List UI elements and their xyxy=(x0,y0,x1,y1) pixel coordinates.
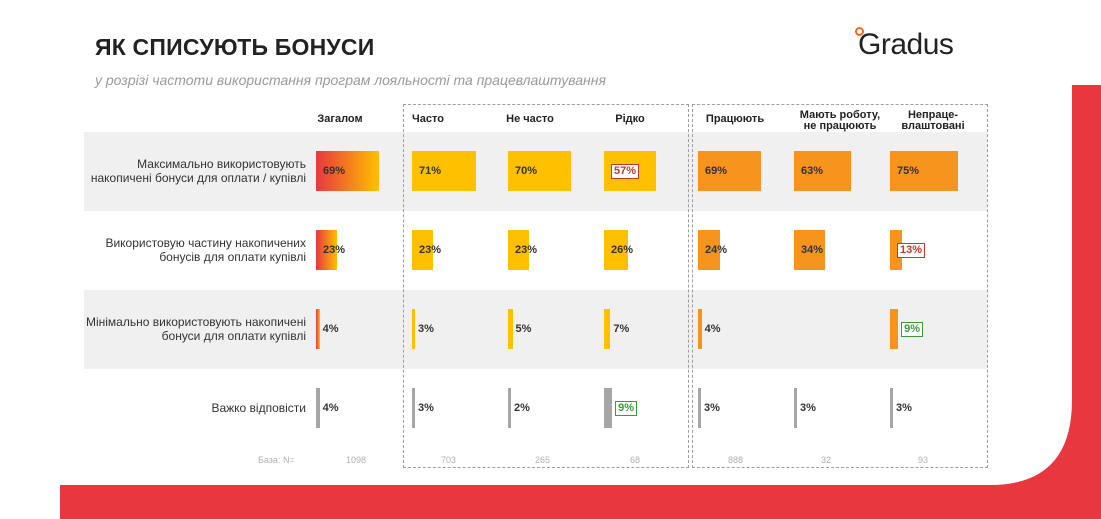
base-n-rarely: 68 xyxy=(630,455,641,465)
bar-r2-total xyxy=(316,230,337,270)
value-label-r1-total: 69% xyxy=(323,165,346,177)
row-label-1: Максимально використовують накопичені бо… xyxy=(90,157,306,185)
column-header-working: Працюють xyxy=(705,113,765,125)
value-label-r3-rarely: 7% xyxy=(613,323,630,335)
base-n-total: 1098 xyxy=(346,455,367,465)
bar-r3-total xyxy=(316,309,320,349)
value-label-r3-unemployed: 9% xyxy=(901,322,924,337)
row-label-2: Використовую частину накопичених бонусів… xyxy=(105,236,306,264)
bar-r3-working xyxy=(698,309,702,349)
bar-r1-has_job xyxy=(794,151,852,191)
page-subtitle: у розрізі частоти використання програм л… xyxy=(95,72,606,88)
value-label-r4-total: 4% xyxy=(322,402,339,414)
page-title: ЯК СПИСУЮТЬ БОНУСИ xyxy=(95,34,375,60)
bar-r1-working xyxy=(698,151,761,191)
logo-dot-icon xyxy=(855,27,864,36)
value-label-r4-has_job: 3% xyxy=(800,402,816,414)
value-label-r1-unemployed: 75% xyxy=(897,165,920,177)
value-label-r2-has_job: 34% xyxy=(801,244,824,256)
base-n-often: 703 xyxy=(441,455,457,465)
column-header-total: Загалом xyxy=(317,113,363,125)
bar-r1-often xyxy=(412,151,477,191)
column-header-has_job: Мають роботу, не працюють xyxy=(799,109,881,132)
value-label-r1-has_job: 63% xyxy=(801,165,824,177)
bar-r2-not_often xyxy=(508,230,529,270)
row-label-3: Мінімально використовують накопичені бон… xyxy=(85,315,306,343)
value-label-r4-working: 3% xyxy=(704,402,720,414)
row-label-4: Важко відповісти xyxy=(211,401,306,415)
gradus-logo: Gradus xyxy=(858,28,954,61)
value-label-r4-not_often: 2% xyxy=(514,402,530,414)
employment-group-box xyxy=(692,104,988,468)
base-label: База: N= xyxy=(258,455,295,465)
value-label-r3-total: 4% xyxy=(322,323,339,335)
bar-r4-often xyxy=(412,388,415,428)
value-label-r4-often: 3% xyxy=(418,402,434,414)
column-header-rarely: Рідко xyxy=(615,113,645,125)
bar-r2-often xyxy=(412,230,433,270)
value-label-r2-rarely: 26% xyxy=(611,244,634,256)
bar-r4-total xyxy=(316,388,320,428)
bar-r2-has_job xyxy=(794,230,825,270)
bar-r4-rarely xyxy=(604,388,613,428)
bar-r1-not_often xyxy=(508,151,572,191)
value-label-r3-working: 4% xyxy=(704,323,721,335)
base-n-not_often: 265 xyxy=(535,455,551,465)
bar-r4-working xyxy=(698,388,701,428)
value-label-r2-unemployed: 13% xyxy=(897,243,926,258)
value-label-r1-not_often: 70% xyxy=(515,165,538,177)
value-label-r4-rarely: 9% xyxy=(615,401,638,416)
value-label-r2-total: 23% xyxy=(323,244,346,256)
value-label-r1-rarely: 57% xyxy=(611,164,640,179)
bar-r3-often xyxy=(412,309,415,349)
row-band-3 xyxy=(84,290,987,369)
value-label-r1-often: 71% xyxy=(419,165,442,177)
value-label-r4-unemployed: 3% xyxy=(896,402,912,414)
value-label-r3-often: 3% xyxy=(418,323,434,335)
frequency-group-box xyxy=(403,104,689,468)
value-label-r2-often: 23% xyxy=(419,244,442,256)
bar-r1-total xyxy=(316,151,379,191)
bar-r4-not_often xyxy=(508,388,511,428)
bar-r4-has_job xyxy=(794,388,797,428)
bar-r3-unemployed xyxy=(890,309,899,349)
column-header-often: Часто xyxy=(412,113,444,125)
bar-r2-unemployed xyxy=(890,230,902,270)
bar-r3-rarely xyxy=(604,309,611,349)
bar-r2-rarely xyxy=(604,230,628,270)
bar-r3-not_often xyxy=(508,309,513,349)
column-header-unemployed: Непраце-влаштовані xyxy=(901,109,965,132)
base-n-working: 888 xyxy=(728,455,744,465)
base-n-unemployed: 93 xyxy=(918,455,929,465)
value-label-r2-not_often: 23% xyxy=(515,244,538,256)
value-label-r2-working: 24% xyxy=(705,244,728,256)
value-label-r3-not_often: 5% xyxy=(515,323,532,335)
bar-r2-working xyxy=(698,230,720,270)
base-n-has_job: 32 xyxy=(821,455,832,465)
column-header-not_often: Не часто xyxy=(506,113,554,125)
bar-r4-unemployed xyxy=(890,388,893,428)
bar-r1-unemployed xyxy=(890,151,958,191)
value-label-r1-working: 69% xyxy=(705,165,728,177)
